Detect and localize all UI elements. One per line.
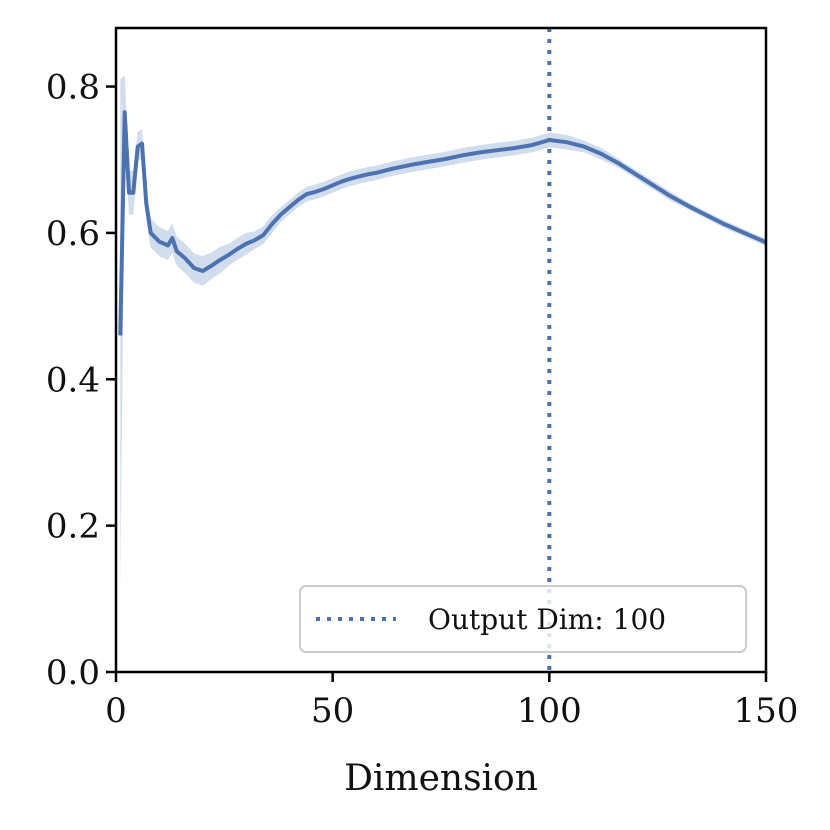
x-tick-label: 0 [105, 691, 127, 731]
axes-frame [114, 26, 768, 674]
series-line [118, 110, 766, 336]
x-axis-label: Dimension [344, 758, 538, 799]
series-band [120, 75, 766, 592]
y-tick-label: 0.0 [46, 653, 100, 693]
y-tick-label: 0.6 [46, 214, 100, 254]
y-tick-label: 0.4 [46, 360, 100, 400]
plot-area [118, 28, 766, 672]
x-tick-label: 100 [517, 691, 582, 731]
plot-clip-group [118, 75, 766, 592]
x-tick-label: 150 [734, 691, 799, 731]
legend: Output Dim: 100 [299, 585, 747, 653]
y-tick-label: 0.2 [46, 507, 100, 547]
x-tick-label: 50 [311, 691, 354, 731]
y-tick-label: 0.8 [46, 68, 100, 108]
legend-box [299, 585, 747, 653]
axes: 0 50 100 150 0.0 0.2 0.4 0.6 0.8 [46, 26, 799, 731]
legend-entry-label: Output Dim: 100 [428, 603, 666, 636]
